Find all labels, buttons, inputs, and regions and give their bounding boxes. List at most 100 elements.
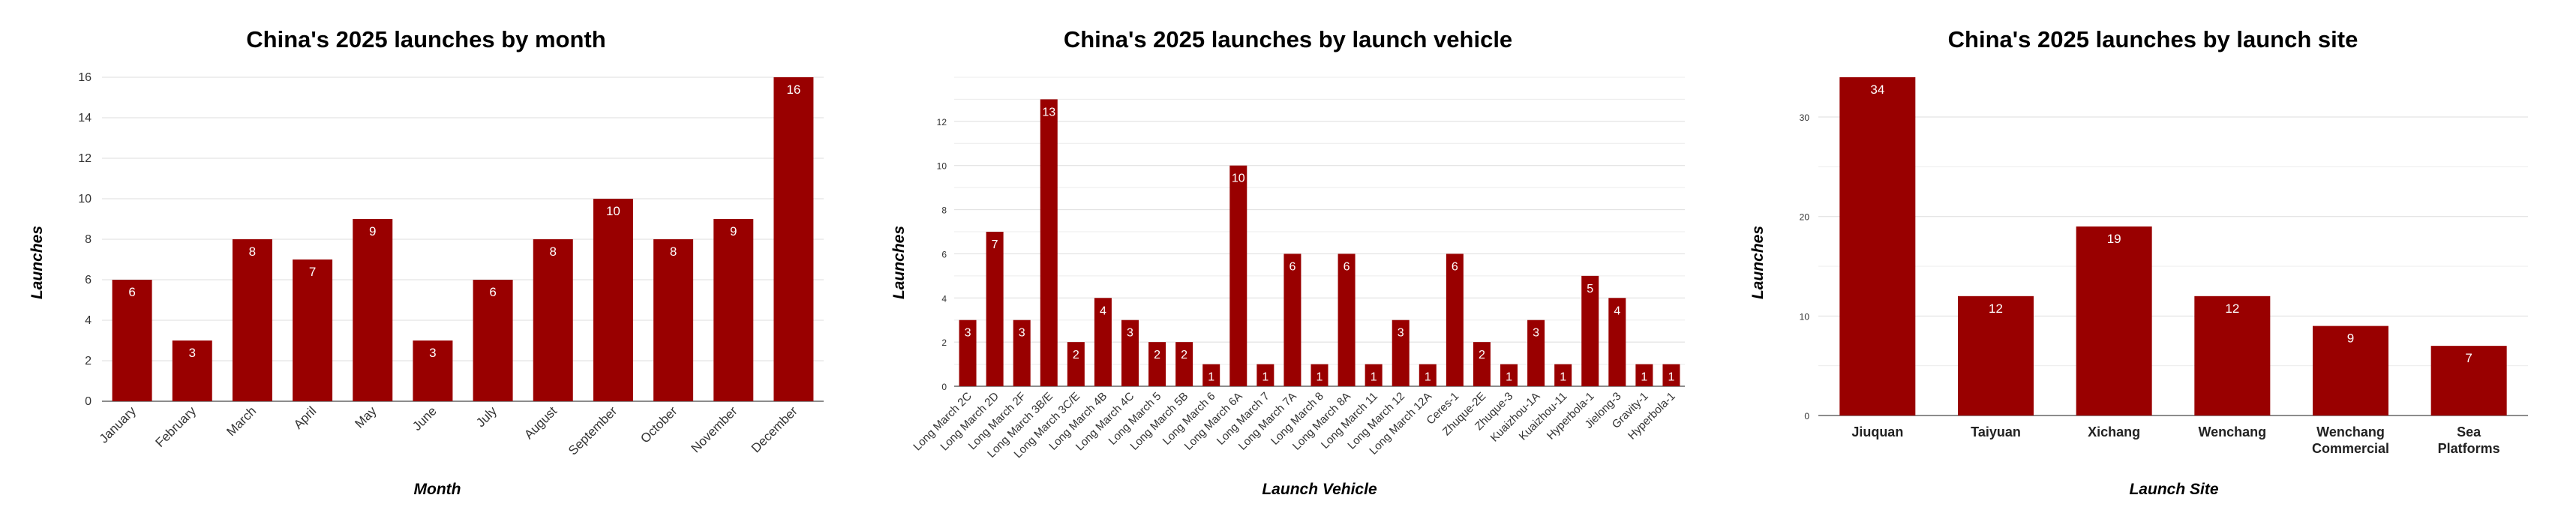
data-label: 4 [1614, 304, 1620, 317]
chart-title: China's 2025 launches by launch vehicle [1064, 26, 1512, 52]
plot-area: 0 2 4 6 8 10 12 14 16 6 3 8 7 9 3 6 8 10 8 9 16 January Februa… [78, 71, 824, 458]
bar [413, 340, 453, 401]
x-tick-label: July [473, 404, 500, 430]
bar [1067, 342, 1085, 386]
bar [2430, 346, 2507, 416]
y-tick-label: 6 [941, 249, 947, 260]
bar [959, 320, 977, 386]
x-tick-label: March [224, 404, 259, 439]
data-label: 1 [1208, 371, 1214, 384]
data-label: 12 [1989, 302, 2003, 316]
x-tick-label: Wenchang [2198, 424, 2266, 440]
data-label: 13 [1042, 106, 1055, 118]
x-axis-title: Launch Site [2129, 481, 2218, 498]
x-tick-label: Jiuquan [1851, 424, 1903, 440]
data-label: 1 [1262, 371, 1268, 384]
data-label: 8 [550, 244, 557, 259]
y-tick-label: 12 [937, 117, 947, 128]
data-label: 8 [670, 244, 677, 259]
bar [1202, 364, 1220, 386]
data-label: 3 [429, 346, 436, 360]
bar [1040, 99, 1058, 386]
data-label: 7 [2465, 351, 2472, 365]
data-label: 8 [249, 244, 256, 259]
x-tick-label: June [410, 404, 440, 434]
y-tick-label: 4 [941, 293, 947, 304]
bar [1338, 254, 1356, 386]
bar [2194, 296, 2271, 416]
bar [1527, 320, 1545, 386]
bar [353, 219, 393, 401]
y-tick-label: 14 [78, 112, 92, 124]
x-tick-label: Wenchang Commercial [2312, 424, 2389, 456]
data-label: 10 [606, 204, 620, 218]
bar [232, 239, 272, 401]
x-tick-label: April [291, 404, 319, 431]
plot-area: 0 10 20 30 34 12 19 12 9 7 Jiuquan Taiyuan Xichang We… [1800, 77, 2528, 456]
bar [593, 199, 633, 401]
data-label: 9 [730, 224, 737, 238]
bar [1446, 254, 1464, 386]
launches-by-site-chart: China's 2025 launches by launch site Lau… [1749, 26, 2528, 498]
bar [1392, 320, 1410, 386]
y-tick-label: 12 [78, 152, 92, 165]
y-tick-label: 8 [941, 206, 947, 216]
x-tick-label: February [153, 404, 200, 450]
bar [1473, 342, 1491, 386]
data-label: 10 [1232, 172, 1245, 185]
data-label: 2 [1073, 349, 1079, 362]
y-axis-title: Launches [890, 226, 908, 299]
data-label: 3 [1398, 327, 1404, 340]
bar [1229, 165, 1247, 386]
data-label: 5 [1587, 283, 1593, 296]
bar [2076, 226, 2152, 416]
bar [1094, 298, 1112, 386]
bar [1148, 342, 1166, 386]
y-tick-label: 8 [85, 233, 92, 246]
x-tick-label: January [97, 404, 140, 446]
data-label: 2 [1181, 349, 1187, 362]
data-label: 9 [369, 224, 376, 238]
bar [1839, 77, 1916, 416]
x-axis-title: Launch Vehicle [1262, 481, 1377, 498]
chart-title: China's 2025 launches by month [246, 26, 605, 52]
bar [1500, 364, 1518, 386]
data-label: 1 [1560, 371, 1566, 384]
bar [473, 280, 513, 401]
data-label: 6 [128, 285, 135, 299]
data-label: 19 [2107, 232, 2121, 246]
data-label: 9 [2347, 332, 2354, 346]
y-tick-label: 2 [85, 355, 92, 368]
bar [172, 340, 212, 401]
data-label: 3 [965, 327, 971, 340]
y-tick-label: 10 [1800, 311, 1810, 322]
data-label: 7 [309, 265, 316, 279]
data-label: 3 [189, 346, 196, 360]
bar [1958, 296, 2034, 416]
data-label: 1 [1506, 371, 1512, 384]
data-label: 16 [786, 82, 800, 97]
data-label: 1 [1317, 371, 1323, 384]
x-tick-label: Xichang [2088, 424, 2140, 440]
data-label: 1 [1668, 371, 1675, 384]
y-tick-label: 0 [1804, 411, 1809, 422]
x-tick-label: November [689, 404, 740, 455]
y-tick-label: 10 [78, 193, 92, 206]
bar [1311, 364, 1329, 386]
bar [1581, 275, 1599, 386]
y-tick-label: 10 [937, 161, 947, 172]
bar [1419, 364, 1437, 386]
x-tick-label: September [566, 404, 620, 458]
x-tick-label: Sea Platforms [2438, 424, 2500, 456]
y-tick-label: 6 [85, 274, 92, 286]
bar [653, 239, 694, 401]
bar [1256, 364, 1274, 386]
data-label: 3 [1127, 327, 1133, 340]
y-tick-label: 0 [941, 382, 947, 392]
bar [1175, 342, 1193, 386]
bar [1365, 364, 1383, 386]
x-tick-label: Taiyuan [1971, 424, 2021, 440]
bar [1121, 320, 1139, 386]
data-label: 34 [1870, 82, 1884, 97]
data-label: 4 [1100, 304, 1106, 317]
